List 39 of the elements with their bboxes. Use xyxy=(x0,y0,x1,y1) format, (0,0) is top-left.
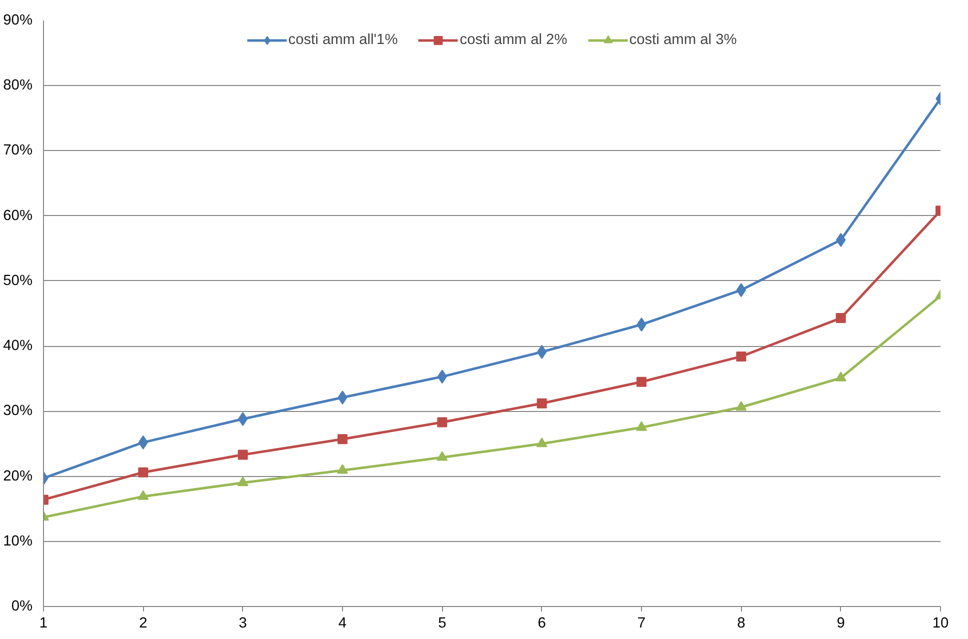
x-tick-label: 10 xyxy=(932,616,949,632)
point xyxy=(138,490,149,500)
point xyxy=(338,434,348,444)
point xyxy=(337,464,348,474)
legend-label: costi amm al 3% xyxy=(629,32,737,48)
y-tick-label: 80% xyxy=(3,78,33,94)
point xyxy=(436,451,448,461)
point xyxy=(736,351,746,362)
y-tick-label: 10% xyxy=(3,533,33,550)
x-tick-label: 6 xyxy=(538,616,546,632)
y-tick-label: 70% xyxy=(3,142,33,159)
legend-label: costi amm al 2% xyxy=(460,32,568,48)
y-tick-label: 40% xyxy=(3,338,33,354)
point xyxy=(636,376,646,387)
point xyxy=(836,313,846,324)
y-tick-label: 50% xyxy=(3,272,33,289)
point xyxy=(437,417,448,428)
point xyxy=(636,421,647,431)
point xyxy=(238,450,248,460)
x-tick-label: 8 xyxy=(737,616,746,632)
x-tick-label: 4 xyxy=(338,616,347,632)
legend-label: costi amm all'1% xyxy=(288,32,398,48)
point xyxy=(536,398,547,408)
point xyxy=(138,467,148,478)
y-tick-label: 20% xyxy=(3,468,33,484)
point xyxy=(536,437,548,448)
x-tick-label: 9 xyxy=(836,616,845,632)
x-tick-label: 7 xyxy=(637,616,646,632)
y-tick-label: 60% xyxy=(3,208,33,224)
x-tick-label: 5 xyxy=(438,616,446,632)
x-tick-label: 3 xyxy=(238,616,247,632)
point xyxy=(835,372,846,382)
point xyxy=(736,400,747,411)
x-tick-label: 1 xyxy=(39,616,48,632)
y-tick-label: 90% xyxy=(3,12,33,28)
x-tick-label: 2 xyxy=(139,616,148,632)
y-tick-label: 0% xyxy=(11,598,33,614)
point xyxy=(237,476,248,486)
y-tick-label: 30% xyxy=(3,403,33,420)
